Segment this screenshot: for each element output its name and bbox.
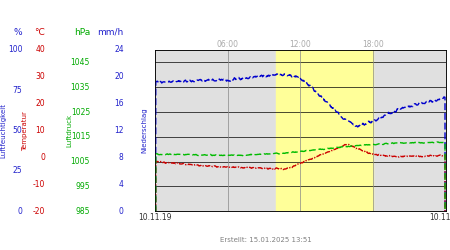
Text: 1025: 1025	[71, 108, 90, 116]
Text: Erstellt: 15.01.2025 13:51: Erstellt: 15.01.2025 13:51	[220, 236, 311, 242]
Text: 12: 12	[114, 126, 124, 135]
Text: 20: 20	[114, 72, 124, 81]
Text: 0: 0	[18, 207, 22, 216]
Text: Luftdruck: Luftdruck	[67, 114, 73, 147]
Text: 10: 10	[36, 126, 45, 135]
Text: 75: 75	[13, 86, 22, 95]
Bar	[276, 50, 373, 211]
Text: 24: 24	[114, 46, 124, 54]
Text: 1035: 1035	[71, 83, 90, 92]
Text: -20: -20	[32, 207, 45, 216]
Text: 1005: 1005	[71, 157, 90, 166]
Text: 25: 25	[13, 166, 22, 175]
Text: 995: 995	[75, 182, 90, 191]
Text: Luftfeuchtigkeit: Luftfeuchtigkeit	[0, 103, 7, 158]
Text: 4: 4	[119, 180, 124, 189]
Text: 8: 8	[119, 153, 124, 162]
Text: 0: 0	[40, 153, 45, 162]
Text: 0: 0	[119, 207, 124, 216]
Text: Temperatur: Temperatur	[22, 111, 28, 150]
Text: 1045: 1045	[71, 58, 90, 67]
Text: mm/h: mm/h	[98, 28, 124, 37]
Text: -10: -10	[32, 180, 45, 189]
Text: 985: 985	[76, 207, 90, 216]
Text: hPa: hPa	[74, 28, 90, 37]
Text: 30: 30	[35, 72, 45, 81]
Text: 50: 50	[13, 126, 22, 135]
Text: 16: 16	[114, 99, 124, 108]
Text: Niederschlag: Niederschlag	[141, 108, 147, 154]
Text: °C: °C	[34, 28, 45, 37]
Text: 100: 100	[8, 46, 22, 54]
Text: 40: 40	[35, 46, 45, 54]
Text: 20: 20	[36, 99, 45, 108]
Text: 1015: 1015	[71, 132, 90, 141]
Text: %: %	[14, 28, 22, 37]
